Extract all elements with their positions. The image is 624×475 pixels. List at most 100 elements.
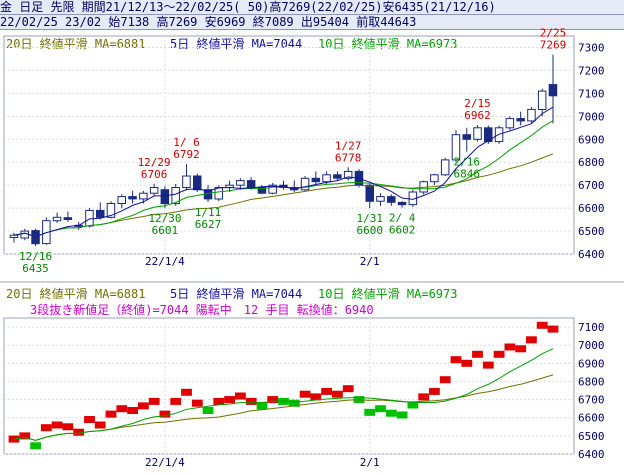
candle-body (462, 134, 471, 140)
legend-ma10: 10日 終値平滑 MA=6973 (318, 36, 457, 51)
header-line-2: 22/02/25 23/02 始7138 高7269 安6969 終7089 出… (0, 15, 624, 30)
extreme-label: 6601 (152, 224, 179, 237)
three-line-brick (353, 396, 365, 404)
candle-body (548, 84, 558, 97)
candle-body (343, 170, 353, 179)
candle-body (451, 134, 461, 161)
three-line-brick (94, 421, 106, 429)
candle-body (333, 174, 342, 179)
candle-body (430, 174, 439, 183)
lower-y-tick-label: 6600 (578, 412, 605, 425)
candle-body (365, 184, 374, 202)
extreme-label: 6600 (356, 224, 383, 237)
three-line-brick (8, 435, 20, 443)
three-line-brick (342, 385, 354, 393)
lower-y-tick-label: 7000 (578, 339, 605, 352)
candle-body (300, 177, 310, 191)
three-line-brick (429, 387, 440, 395)
three-line-brick (138, 402, 149, 410)
three-line-brick (385, 409, 397, 417)
candle-body (52, 216, 62, 222)
three-line-brick (547, 325, 559, 333)
three-line-brick (224, 396, 235, 404)
candle-body (160, 189, 170, 204)
candle-body (505, 118, 515, 129)
lower-y-tick-label: 6400 (578, 448, 605, 461)
three-line-brick (493, 350, 505, 358)
three-line-brick (418, 393, 430, 401)
three-line-brick (191, 399, 203, 407)
three-line-brick (396, 411, 408, 419)
ma10-line (13, 120, 554, 238)
three-line-brick (332, 390, 343, 398)
three-line-brick (73, 428, 85, 436)
upper-y-tick-label: 7200 (578, 64, 605, 77)
extreme-label: 12/30 (148, 212, 181, 225)
extreme-label: 2/15 (464, 97, 491, 110)
three-line-brick (364, 408, 376, 416)
upper-y-tick-label: 6700 (578, 179, 605, 192)
candle-body (20, 230, 29, 239)
candle-body (354, 170, 364, 186)
candle-body (128, 196, 137, 200)
three-line-brick (19, 432, 31, 440)
three-line-break-summary: 3段抜き新値足（終値)=7044 陽転中 12 手目 転換値：6940 (30, 302, 374, 317)
candle-body (42, 220, 51, 245)
extreme-label: 1/ 6 (173, 136, 200, 149)
extreme-label: 12/16 (19, 250, 52, 263)
candle-body (257, 187, 267, 194)
upper-y-tick-label: 7000 (578, 110, 605, 123)
three-line-brick (407, 401, 419, 409)
three-line-brick (482, 361, 494, 369)
three-line-brick (256, 402, 268, 410)
lower-y-tick-label: 6700 (578, 394, 605, 407)
three-line-brick (105, 410, 117, 418)
candle-body (419, 181, 428, 193)
candle-body (171, 187, 180, 205)
three-line-brick (288, 399, 300, 407)
three-line-brick (51, 421, 63, 429)
three-line-brick (202, 407, 214, 414)
candle-body (139, 192, 148, 200)
extreme-label: 6962 (464, 109, 491, 122)
upper-x-tick-label: 22/1/4 (145, 255, 185, 268)
three-line-brick (310, 393, 322, 401)
three-line-brick (235, 392, 246, 400)
header-line-1: 金 日足 先限 期間21/12/13～22/02/25( 50)高7269(22… (0, 0, 624, 15)
upper-panel-frame (3, 35, 575, 255)
candle-body (376, 196, 385, 202)
extreme-label: 1/31 (356, 212, 383, 225)
extreme-label: 6602 (389, 224, 416, 237)
extreme-label: 6778 (335, 151, 362, 164)
three-line-brick (170, 397, 182, 405)
lower-marks (8, 321, 559, 450)
lower-grid: 7100 7000 6900 6800 6700 6600 6500 6400 22/1/4 2/… (4, 318, 605, 469)
ma20-line (13, 153, 554, 238)
three-line-brick (181, 388, 192, 396)
lower-panel-frame (3, 317, 575, 455)
extreme-label: 1/27 (335, 139, 362, 152)
three-line-brick (278, 397, 289, 405)
lower-y-tick-label: 6900 (578, 357, 605, 370)
three-line-brick (116, 405, 128, 413)
extreme-label: 2/16 (454, 156, 481, 169)
lower-ma10-line (13, 348, 554, 441)
candle-body (31, 230, 40, 245)
three-line-brick (148, 397, 160, 405)
candle-body (236, 180, 245, 186)
three-line-brick (526, 336, 537, 344)
lower-y-tick-label: 7100 (578, 321, 605, 334)
three-line-brick (213, 397, 225, 405)
candle-body (268, 184, 277, 194)
extreme-label: 6435 (22, 262, 49, 275)
three-line-brick (450, 356, 462, 364)
three-line-brick (504, 343, 516, 351)
candle-body (397, 201, 407, 206)
extreme-label: 6706 (141, 168, 168, 181)
candle-body (182, 175, 191, 188)
upper-y-tick-label: 6500 (578, 225, 605, 238)
candle-body (193, 175, 202, 191)
candle-body (9, 234, 19, 238)
